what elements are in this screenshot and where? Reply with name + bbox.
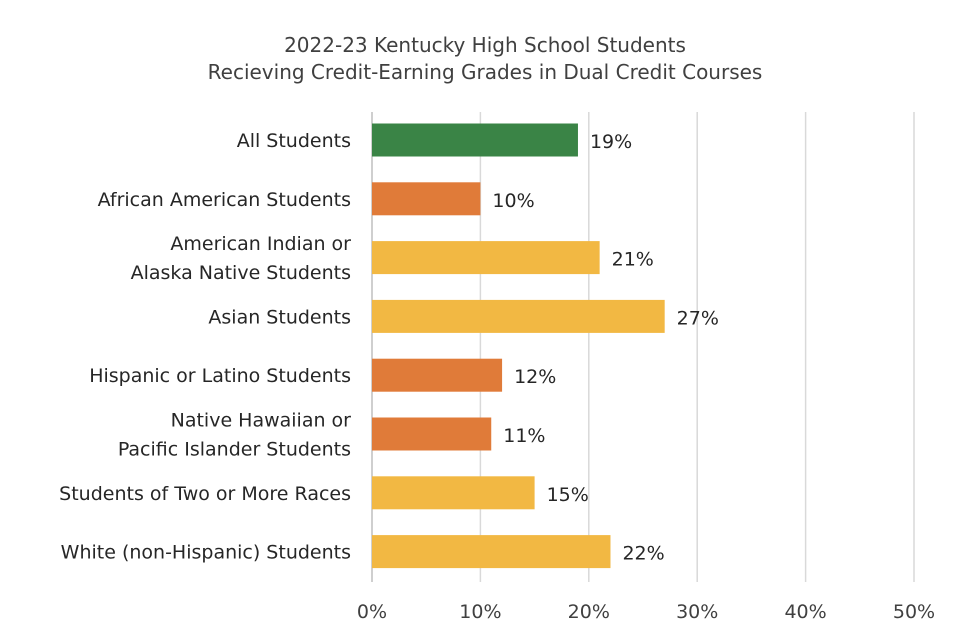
bar [372, 417, 492, 451]
chart-title: 2022-23 Kentucky High School Students Rec… [208, 33, 763, 84]
chart-title-line: Recieving Credit-Earning Grades in Dual … [208, 60, 763, 84]
bar [372, 535, 611, 569]
bars [372, 123, 665, 569]
bar [372, 299, 665, 333]
data-label: 15% [547, 484, 589, 506]
data-label: 22% [622, 543, 664, 565]
category-label: American Indian or [170, 233, 351, 255]
data-label: 27% [677, 307, 719, 329]
category-label: Pacific Islander Students [118, 439, 351, 461]
category-labels: All Students African American Students Ame… [59, 130, 351, 564]
category-label: Alaska Native Students [131, 262, 351, 284]
bar [372, 241, 600, 275]
chart-title-line: 2022-23 Kentucky High School Students [284, 33, 686, 57]
bar [372, 358, 503, 392]
data-label: 12% [514, 366, 556, 388]
bar [372, 182, 481, 216]
category-label: African American Students [98, 189, 351, 211]
x-tick-label: 10% [459, 601, 501, 623]
bar [372, 123, 578, 157]
data-label: 19% [590, 131, 632, 153]
category-label: White (non-Hispanic) Students [61, 542, 351, 564]
category-label: Native Hawaiian or [171, 410, 352, 432]
category-label: Students of Two or More Races [59, 483, 351, 505]
category-label: Asian Students [208, 306, 351, 328]
x-tick-labels: 0% 10% 20% 30% 40% 50% [357, 601, 935, 623]
data-label: 11% [503, 425, 545, 447]
category-label: All Students [237, 130, 351, 152]
x-tick-label: 50% [893, 601, 935, 623]
bar [372, 476, 535, 510]
x-tick-label: 0% [357, 601, 387, 623]
category-label: Hispanic or Latino Students [89, 365, 351, 387]
x-tick-label: 30% [676, 601, 718, 623]
x-tick-label: 40% [784, 601, 826, 623]
data-label: 21% [612, 249, 654, 271]
x-tick-label: 20% [568, 601, 610, 623]
data-label: 10% [492, 190, 534, 212]
data-labels: 19% 10% 21% 27% 12% 11% 15% 22% [492, 131, 719, 565]
